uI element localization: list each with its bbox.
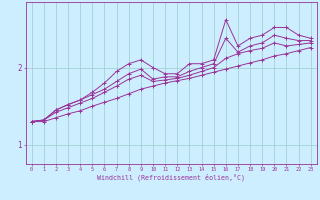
X-axis label: Windchill (Refroidissement éolien,°C): Windchill (Refroidissement éolien,°C): [97, 174, 245, 181]
